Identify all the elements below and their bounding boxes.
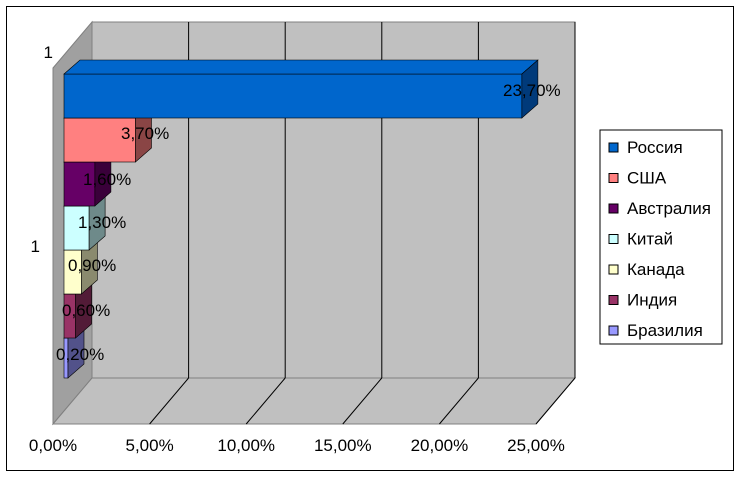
bars	[63, 59, 539, 379]
legend-entry: Канада	[627, 260, 685, 279]
legend-entry: США	[627, 169, 667, 188]
legend: Россия США Австралия Китай Канада Индия Бразил…	[599, 129, 723, 345]
floor-gridline	[245, 377, 286, 425]
bar-side	[521, 59, 539, 119]
legend-swatch	[608, 264, 619, 275]
legend-entry: Бразилия	[627, 321, 703, 340]
x-tick-label: 5,00%	[125, 436, 173, 455]
legend-swatch	[608, 325, 619, 336]
floor-gridline	[342, 377, 383, 425]
floor-gridline	[535, 377, 576, 425]
legend-entry: Австралия	[627, 199, 711, 218]
x-tick-label: 15,00%	[314, 436, 372, 455]
x-tick-label: 10,00%	[217, 436, 275, 455]
x-tick-label: 25,00%	[507, 436, 565, 455]
bar-front	[63, 205, 90, 251]
x-tick-label: 20,00%	[411, 436, 469, 455]
legend-swatch	[608, 142, 619, 153]
data-label: 3,70%	[121, 124, 169, 143]
bar-top	[63, 59, 539, 75]
legend-entry: Китай	[627, 230, 673, 249]
floor-gridline	[439, 377, 479, 425]
data-label: 1,30%	[78, 213, 126, 232]
legend-entry: Индия	[627, 291, 677, 310]
legend-swatch	[608, 203, 619, 214]
category-label: 1	[31, 237, 40, 256]
floor	[51, 377, 577, 425]
bar-front	[63, 161, 96, 207]
data-labels: 23,70% 3,70% 1,60% 1,30% 0,90% 0,60% 0,20%	[56, 81, 561, 364]
data-label: 0,20%	[56, 345, 104, 364]
floor-gridline	[149, 377, 189, 425]
legend-swatch	[608, 295, 619, 305]
axes: 0,00% 5,00% 10,00% 15,00% 20,00% 25,00% 1 1	[29, 43, 565, 455]
bar-front	[63, 117, 136, 163]
legend-entry: Россия	[627, 138, 683, 157]
legend-swatch	[608, 234, 619, 244]
legend-box	[599, 129, 723, 345]
bar-front	[63, 73, 523, 119]
category-label-depth: 1	[44, 43, 53, 62]
data-label: 0,60%	[62, 301, 110, 320]
legend-swatch	[608, 173, 619, 183]
data-label: 1,60%	[83, 170, 131, 189]
data-label: 0,90%	[68, 256, 116, 275]
data-label: 23,70%	[503, 81, 561, 100]
x-tick-label: 0,00%	[29, 436, 77, 455]
